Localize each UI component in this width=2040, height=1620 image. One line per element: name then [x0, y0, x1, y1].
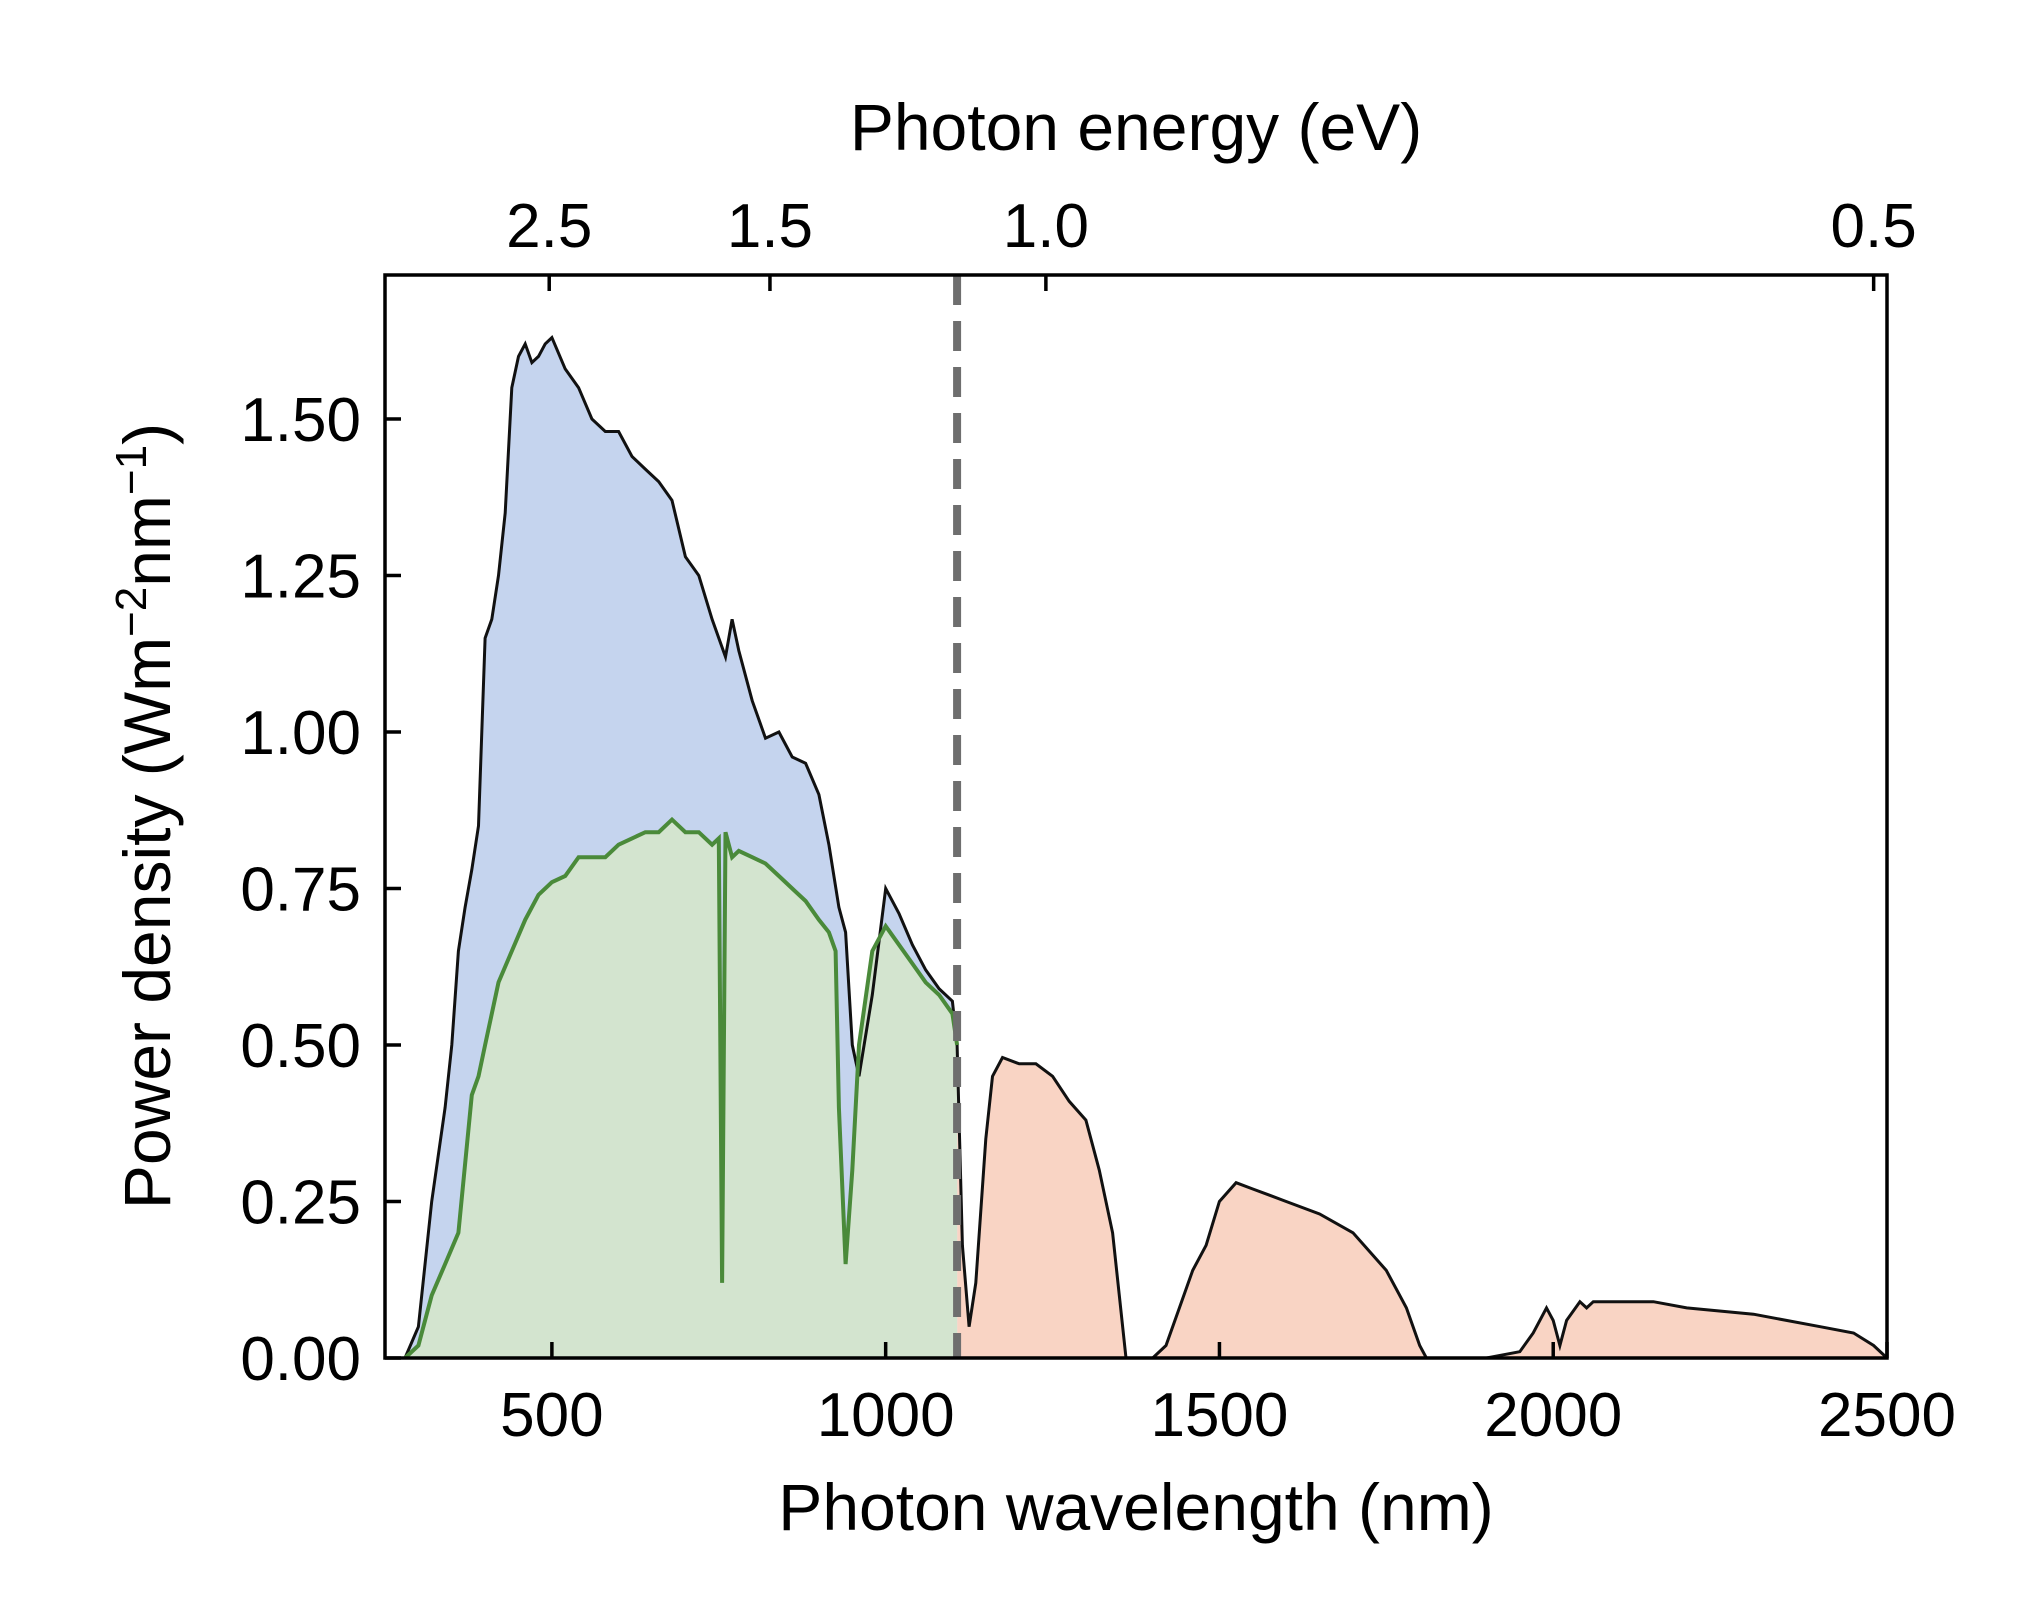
x-tick-label: 2000	[1484, 1381, 1622, 1450]
top-tick-label: 2.5	[506, 192, 592, 261]
unusable-spectrum-area	[957, 1045, 1887, 1358]
x-tick-label: 500	[500, 1381, 603, 1450]
y-axis-title: Power density (Wm−2nm−1)	[107, 423, 184, 1209]
y-axis-title-unit: nm	[110, 495, 184, 587]
y-axis-title-close: )	[110, 423, 184, 445]
top-axis-title: Photon energy (eV)	[850, 90, 1422, 164]
y-tick-label: 1.25	[240, 542, 361, 611]
y-axis-ticks: 0.00 0.25 0.50 0.75 1.00 1.25 1.50	[240, 386, 401, 1394]
y-tick-label: 0.25	[240, 1168, 361, 1237]
y-axis-title-exp1: −2	[107, 587, 156, 637]
y-tick-label: 0.50	[240, 1012, 361, 1081]
top-axis-ticks: 2.5 1.5 1.0 0.5	[506, 192, 1917, 291]
plot-fills	[405, 337, 1887, 1359]
x-axis-ticks: 500 1000 1500 2000 2500	[500, 1342, 1956, 1450]
top-tick-label: 1.5	[727, 192, 813, 261]
y-axis-title-exp2: −1	[107, 445, 156, 495]
absorbed-spectrum-line	[403, 816, 960, 1360]
x-axis-title: Photon wavelength (nm)	[778, 1470, 1493, 1544]
y-tick-label: 1.50	[240, 386, 361, 455]
y-tick-label: 0.75	[240, 855, 361, 924]
plot-frame	[383, 273, 1889, 1360]
x-tick-label: 2500	[1818, 1381, 1956, 1450]
top-tick-label: 1.0	[1003, 192, 1089, 261]
x-tick-label: 1500	[1150, 1381, 1288, 1450]
top-tick-label: 0.5	[1831, 192, 1917, 261]
y-tick-label: 1.00	[240, 699, 361, 768]
absorbed-spectrum-area	[405, 819, 958, 1358]
y-tick-label: 0.00	[240, 1325, 361, 1394]
x-tick-label: 1000	[817, 1381, 955, 1450]
y-axis-title-main: Power density (Wm	[110, 637, 184, 1209]
